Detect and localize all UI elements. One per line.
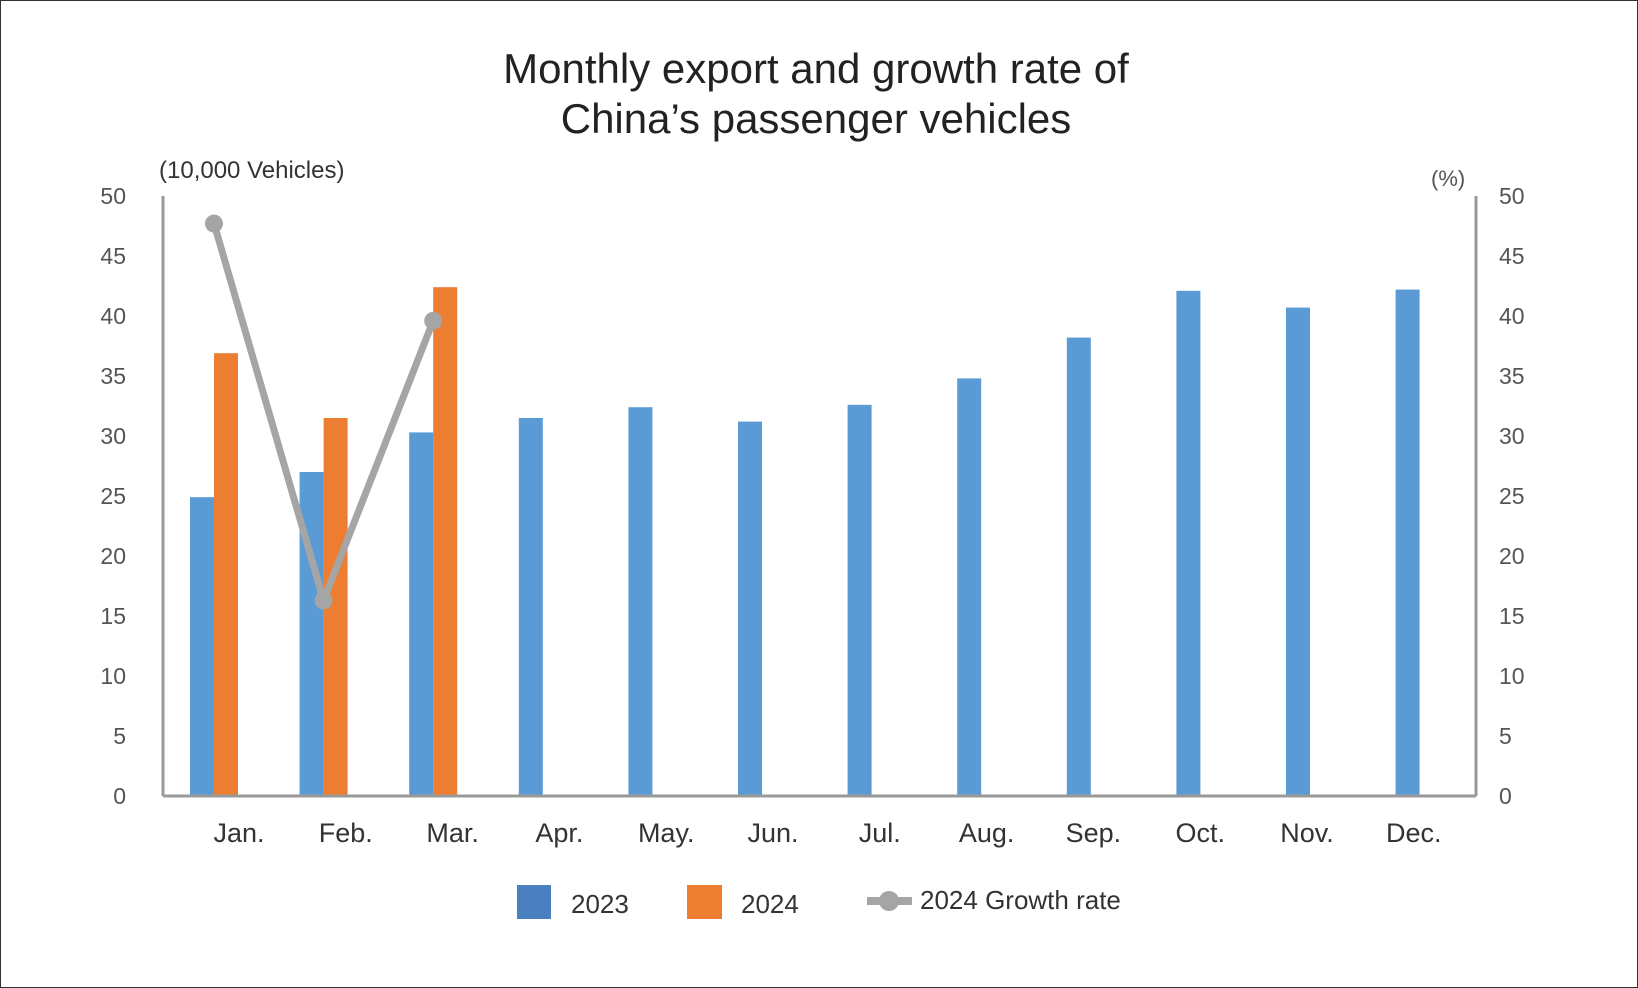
left-tick-label: 35 [100, 363, 126, 389]
x-tick-label: Apr. [535, 818, 583, 848]
left-tick-label: 45 [100, 243, 126, 269]
x-tick-label: Oct. [1175, 818, 1225, 848]
left-tick-label: 40 [100, 303, 126, 329]
bar-2023-aug [957, 378, 982, 796]
legend-label-2024: 2024 [741, 889, 799, 919]
x-tick-label: Mar. [426, 818, 479, 848]
bar-2023-sep [1066, 337, 1091, 796]
x-tick-label: Jul. [859, 818, 901, 848]
chart-title-line-2: China’s passenger vehicles [561, 95, 1072, 142]
left-tick-label: 20 [100, 543, 126, 569]
left-axis-label: (10,000 Vehicles) [159, 157, 344, 184]
growth-rate-point-feb [314, 591, 333, 610]
right-tick-label: 5 [1499, 723, 1512, 749]
left-tick-label: 25 [100, 483, 126, 509]
bar-2023-may [628, 407, 653, 796]
bar-2023-dec [1395, 289, 1420, 796]
x-tick-label: Jan. [213, 818, 264, 848]
bar-2023-mar [409, 432, 434, 796]
right-axis-label: (%) [1431, 166, 1465, 191]
left-tick-label: 30 [100, 423, 126, 449]
x-tick-label: Nov. [1280, 818, 1334, 848]
right-tick-label: 50 [1499, 183, 1525, 209]
right-tick-label: 40 [1499, 303, 1525, 329]
bar-2024-jan [214, 353, 238, 796]
bar-2023-apr [518, 418, 543, 796]
bar-2023-oct [1176, 290, 1201, 796]
bar-2023-jul [847, 404, 872, 796]
x-tick-label: Sep. [1066, 818, 1122, 848]
x-tick-label: Jun. [747, 818, 798, 848]
left-tick-label: 50 [100, 183, 126, 209]
x-tick-label: Feb. [319, 818, 373, 848]
right-tick-label: 10 [1499, 663, 1525, 689]
left-tick-label: 15 [100, 603, 126, 629]
right-tick-label: 35 [1499, 363, 1525, 389]
bar-2023-jun [738, 421, 762, 796]
x-tick-label: May. [638, 818, 695, 848]
legend-label-2023: 2023 [571, 889, 629, 919]
left-tick-label: 0 [113, 783, 126, 809]
x-tick-label: Aug. [959, 818, 1015, 848]
growth-rate-point-mar [424, 311, 443, 330]
right-tick-label: 0 [1499, 783, 1512, 809]
legend-label-growth: 2024 Growth rate [920, 885, 1121, 915]
legend-swatch-2024 [687, 885, 722, 919]
bar-2023-jan [190, 497, 214, 796]
growth-rate-point-jan [205, 214, 223, 233]
left-tick-label: 10 [100, 663, 126, 689]
right-tick-label: 15 [1499, 603, 1525, 629]
chart-title-line-1: Monthly export and growth rate of [503, 45, 1129, 92]
left-tick-label: 5 [113, 723, 126, 749]
right-tick-label: 30 [1499, 423, 1525, 449]
bar-2023-nov [1286, 307, 1310, 796]
legend-marker-growth [879, 891, 899, 911]
right-tick-label: 20 [1499, 543, 1525, 569]
bar-2024-mar [433, 287, 458, 796]
x-tick-label: Dec. [1386, 818, 1442, 848]
legend-swatch-2023 [517, 885, 551, 919]
right-tick-label: 25 [1499, 483, 1525, 509]
right-tick-label: 45 [1499, 243, 1525, 269]
